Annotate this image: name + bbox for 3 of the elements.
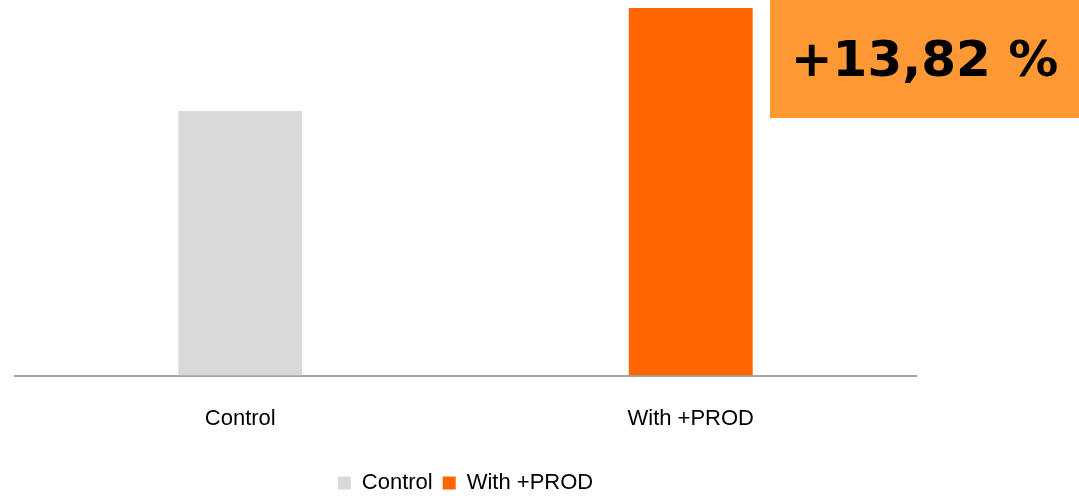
annotation: +13,82 % — [770, 0, 1079, 118]
legend-label: Control — [361, 469, 433, 495]
legend-label: With +PROD — [466, 469, 594, 495]
